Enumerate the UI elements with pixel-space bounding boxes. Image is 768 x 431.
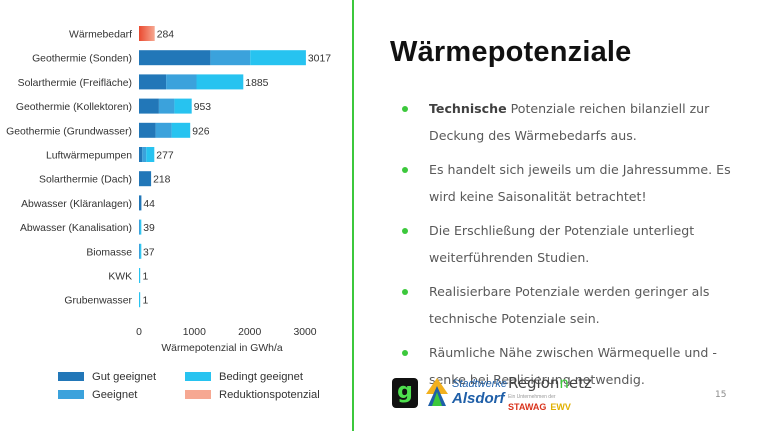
bullet-item: Realisierbare Potenziale werden geringer…: [400, 279, 750, 332]
bar-value-label: 926: [192, 126, 210, 137]
category-label: Geothermie (Kollektoren): [16, 102, 132, 113]
stadtwerke-alsdorf-logo: Stadtwerke Alsdorf: [424, 376, 507, 412]
bar-value-label: 44: [143, 199, 155, 210]
category-label: Luftwärmepumpen: [46, 151, 132, 162]
bar-segment: [166, 74, 197, 90]
bullet-dot-icon: [402, 228, 408, 234]
bar-segment: [139, 74, 167, 90]
bullet-text: Die Erschließung der Potenziale unterlie…: [429, 223, 695, 265]
bar-value-label: 39: [143, 223, 155, 234]
x-axis-title: Wärmepotenzial in GWh/a: [161, 343, 282, 354]
bar-value-label: 953: [194, 102, 212, 113]
category-label: Biomasse: [86, 247, 132, 258]
bar-value-label: 3017: [308, 54, 331, 65]
alsdorf-text: Alsdorf: [452, 390, 505, 407]
bar-segment: [140, 243, 142, 259]
category-label: Grubenwasser: [64, 296, 132, 307]
bar-segment: [139, 292, 141, 308]
stadtwerke-text: Stadtwerke: [452, 378, 508, 390]
legend-swatch: [185, 390, 211, 399]
bar-value-label: 1885: [245, 78, 268, 89]
bar-segment: [139, 98, 159, 114]
bullet-text: Realisierbare Potenziale werden geringer…: [429, 284, 710, 326]
potential-bar-chart: Wärmebedarf 284 Geothermie (Sonden) 3017 Sol…: [6, 26, 331, 401]
bar-segment: [139, 147, 143, 162]
category-label: Solarthermie (Freifläche): [18, 78, 132, 89]
bullet-item: Räumliche Nähe zwischen Wärmequelle und …: [400, 340, 750, 393]
page-number: 15: [715, 390, 727, 400]
bar-segment: [139, 243, 141, 259]
bar-value-label: 1: [143, 272, 149, 283]
bar-value-label: 37: [143, 247, 155, 258]
category-label: Wärmebedarf: [69, 30, 132, 41]
bar-segment: [155, 122, 172, 138]
bar-segment: [139, 195, 142, 211]
legend-swatch: [185, 372, 211, 381]
bullet-text: Potenziale reichen bilanziell zur Deckun…: [429, 101, 710, 143]
stawag-logo: STAWAG: [508, 402, 547, 412]
stadtwerke-emblem-icon: [426, 378, 448, 406]
bullet-dot-icon: [402, 106, 408, 112]
legend-label: Reduktionspotenzial: [219, 389, 320, 401]
bullet-dot-icon: [402, 350, 408, 356]
x-tick-label: 0: [136, 327, 142, 338]
bullet-dot-icon: [402, 289, 408, 295]
bar-segment: [139, 50, 211, 66]
category-label: Abwasser (Kanalisation): [20, 223, 132, 234]
category-label: Geothermie (Grundwasser): [6, 126, 132, 137]
bar-value-label: 277: [156, 151, 174, 162]
bar-segment: [210, 50, 251, 66]
legend-label: Geeignet: [92, 389, 138, 401]
legend-swatch: [58, 390, 84, 399]
bar-segment: [140, 219, 142, 235]
legend-swatch: [58, 372, 84, 381]
bar-segment: [174, 98, 192, 114]
bar-segment: [196, 74, 244, 90]
bar-segment: [139, 171, 152, 187]
bullet-item: Die Erschließung der Potenziale unterlie…: [400, 218, 750, 271]
bar-segment: [142, 147, 147, 162]
bullet-item: Es handelt sich jeweils um die Jahressum…: [400, 157, 750, 210]
bar-segment: [146, 147, 155, 162]
bar-value-label: 1: [143, 296, 149, 307]
bar-segment: [139, 219, 141, 235]
bullet-text: Es handelt sich jeweils um die Jahressum…: [429, 162, 731, 204]
g-logo: g: [392, 378, 418, 408]
bullet-bold: Technische: [429, 101, 507, 116]
footer-logos: g Stadtwerke Alsdorf Regionnetz Ein Unte…: [392, 372, 632, 418]
x-tick-label: 3000: [293, 327, 316, 338]
bar-segment: [139, 122, 156, 138]
category-label: Abwasser (Kläranlagen): [21, 199, 132, 210]
bar-value-label: 218: [153, 175, 171, 186]
bar-segment: [139, 268, 141, 283]
slide-divider: [352, 0, 354, 431]
bar-segment: [139, 26, 155, 41]
bar-segment: [158, 98, 175, 114]
regionetz-suffix: etz: [568, 374, 592, 392]
category-label: Geothermie (Sonden): [32, 54, 132, 65]
partner-logos: STAWAG EWV: [508, 402, 571, 412]
x-tick-label: 1000: [183, 327, 206, 338]
regionetz-prefix: Region: [508, 374, 560, 392]
regionetz-logo: Regionnetz Ein Unternehmen der STAWAG EWV: [508, 372, 618, 418]
bullet-list: Technische Potenziale reichen bilanziell…: [400, 96, 750, 401]
ewv-logo: EWV: [550, 402, 571, 412]
x-tick-label: 2000: [238, 327, 261, 338]
chart-panel: Wärmebedarf 284 Geothermie (Sonden) 3017 Sol…: [0, 0, 352, 431]
category-label: Solarthermie (Dach): [39, 175, 132, 186]
bar-segment: [171, 122, 191, 138]
regionetz-n: n: [559, 374, 569, 392]
bar-segment: [250, 50, 306, 66]
bullet-text: Räumliche Nähe zwischen Wärmequelle und …: [429, 345, 717, 387]
bullet-dot-icon: [402, 167, 408, 173]
bullet-item: Technische Potenziale reichen bilanziell…: [400, 96, 750, 149]
slide-title: Wärmepotenziale: [390, 36, 632, 68]
legend-label: Gut geeignet: [92, 371, 157, 383]
legend-label: Bedingt geeignet: [219, 371, 304, 383]
bar-value-label: 284: [157, 30, 175, 41]
category-label: KWK: [108, 272, 132, 283]
regionetz-name: Regionnetz: [508, 374, 592, 392]
regionetz-tagline: Ein Unternehmen der: [508, 394, 556, 400]
